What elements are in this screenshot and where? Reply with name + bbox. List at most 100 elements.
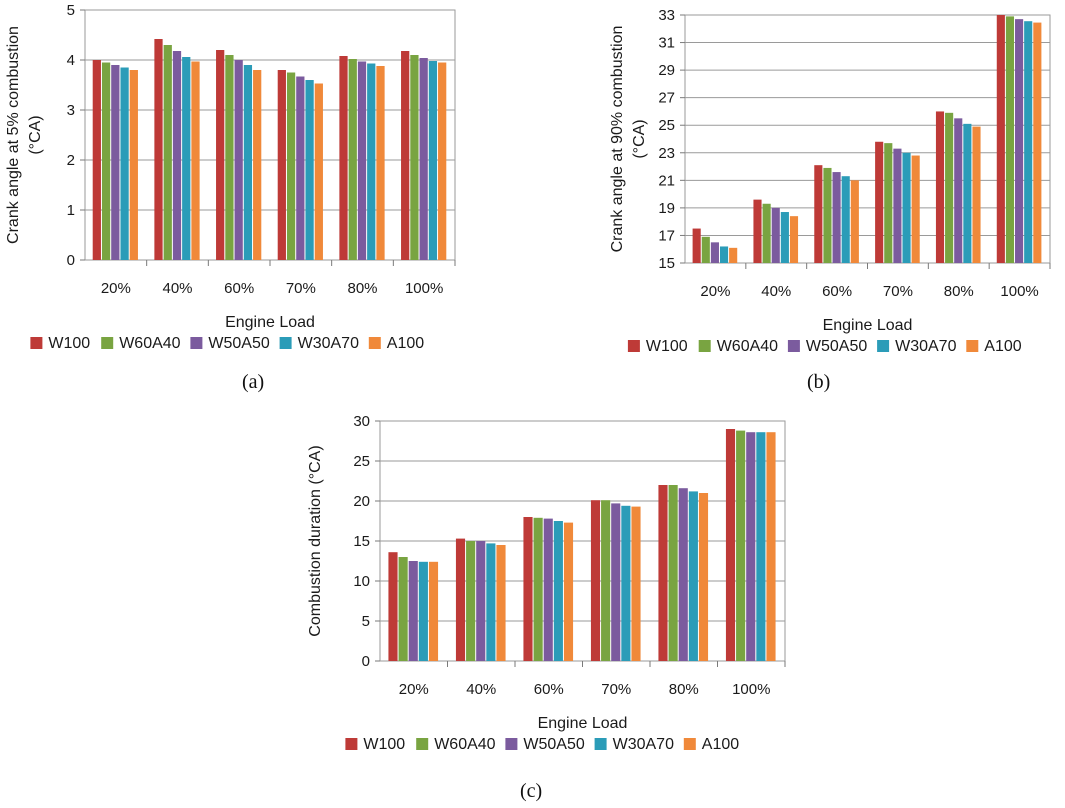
bar-w60a40-70	[884, 143, 893, 263]
bar-w30a70-70	[902, 152, 911, 263]
legend-swatch-w50a50	[787, 340, 800, 352]
x-tick-label: 80%	[669, 681, 699, 698]
y-tick-label: 15	[658, 255, 675, 272]
legend-label-w50a50: W50A50	[523, 736, 584, 753]
bar-w100-40	[753, 199, 762, 263]
bar-w100-60	[814, 165, 823, 263]
x-tick-label: 70%	[601, 681, 631, 698]
legend-swatch-w60a40	[101, 337, 114, 349]
y-tick-label: 25	[658, 117, 675, 134]
bar-a100-80	[698, 493, 709, 661]
bar-w100-20	[692, 228, 701, 263]
legend-label-w30a70: W30A70	[298, 335, 359, 352]
bar-w50a50-20	[111, 65, 120, 260]
bar-w50a50-100	[746, 432, 756, 661]
legend-swatch-w50a50	[505, 738, 518, 750]
bar-a100-40	[496, 545, 506, 661]
x-tick-label: 70%	[883, 283, 913, 300]
x-tick-label: 100%	[732, 681, 770, 698]
legend-label-a100: A100	[387, 335, 424, 352]
x-tick-label: 40%	[162, 280, 192, 297]
legend-label-w60a40: W60A40	[119, 335, 180, 352]
bar-a100-80	[376, 66, 385, 260]
legend-swatch-w100	[627, 340, 640, 352]
bar-w50a50-80	[357, 61, 367, 260]
x-tick-label: 60%	[534, 681, 564, 698]
plot-area	[684, 14, 1051, 264]
bar-w100-20	[92, 60, 101, 260]
legend-label-w100: W100	[363, 736, 405, 753]
y-axis-title: Combustion duration (°CA)	[307, 445, 324, 636]
y-tick-label: 21	[658, 172, 675, 189]
bar-w60a40-80	[668, 485, 678, 661]
bar-w50a50-70	[296, 76, 305, 260]
y-axis-title: Crank angle at 5% combustion	[5, 26, 22, 244]
bar-a100-70	[911, 155, 920, 263]
x-tick-label: 60%	[822, 283, 852, 300]
legend-label-w30a70: W30A70	[613, 736, 674, 753]
bar-w50a50-40	[771, 207, 780, 263]
bar-w30a70-100	[756, 432, 766, 661]
x-tick-label: 20%	[700, 283, 730, 300]
bar-w50a50-20	[710, 242, 719, 263]
bar-w100-70	[875, 141, 884, 263]
y-tick-label: 17	[658, 227, 675, 244]
bar-w50a50-60	[234, 60, 243, 260]
bar-w100-40	[455, 538, 466, 661]
y-axis-title-unit: (°CA)	[27, 115, 44, 154]
bar-w50a50-20	[408, 561, 418, 661]
y-tick-label: 27	[658, 90, 675, 107]
y-tick-label: 25	[353, 453, 370, 470]
y-tick-label: 1	[67, 202, 75, 219]
bar-a100-60	[563, 522, 574, 661]
x-axis-title: Engine Load	[538, 715, 628, 732]
x-tick-label: 80%	[347, 280, 377, 297]
bar-w100-100	[725, 429, 736, 661]
y-tick-label: 20	[353, 493, 370, 510]
bar-a100-40	[789, 216, 799, 263]
bar-a100-100	[438, 62, 447, 260]
chart-b: 15 17 19 21 23 25 27 29 31 33 20% 40% 60% 70% 80% 100% E…	[609, 7, 1051, 355]
bar-w30a70-60	[553, 521, 563, 661]
bar-w60a40-40	[163, 45, 172, 260]
x-tick-label: 20%	[399, 681, 429, 698]
bar-w30a70-70	[621, 505, 631, 661]
legend: W100 W60A40 W50A50 W30A70 A100	[345, 736, 739, 753]
bar-w100-20	[388, 552, 398, 661]
legend-swatch-w60a40	[416, 738, 429, 750]
legend-label-a100: A100	[984, 338, 1021, 355]
x-tick-label: 40%	[761, 283, 791, 300]
legend-label-w60a40: W60A40	[434, 736, 495, 753]
bar-w100-40	[154, 39, 163, 260]
y-tick-label: 5	[362, 613, 370, 630]
bar-w30a70-20	[120, 67, 129, 260]
bar-w50a50-60	[543, 518, 553, 661]
bar-a100-70	[631, 506, 641, 661]
y-tick-label: 31	[658, 35, 675, 52]
legend: W100 W60A40 W50A50 W30A70 A100	[627, 338, 1022, 355]
bar-w60a40-100	[1005, 16, 1015, 263]
y-tick-label: 5	[67, 2, 75, 19]
bar-a100-40	[191, 61, 200, 260]
x-tick-label: 100%	[1000, 283, 1038, 300]
y-tick-label: 30	[353, 413, 370, 430]
bar-w60a40-70	[286, 72, 296, 260]
y-tick-label: 0	[67, 252, 75, 269]
legend-swatch-w50a50	[190, 337, 203, 349]
bar-w30a70-100	[1024, 21, 1033, 264]
bar-w30a70-40	[780, 212, 789, 263]
bar-w100-80	[339, 56, 348, 260]
bar-a100-60	[850, 180, 859, 263]
bar-w100-80	[935, 111, 945, 263]
bar-w100-80	[658, 485, 668, 661]
legend-swatch-w100	[345, 738, 358, 750]
legend-label-w30a70: W30A70	[895, 338, 956, 355]
caption-b: (b)	[807, 371, 831, 393]
y-axis-title: Crank angle at 90% combustion	[609, 26, 626, 253]
x-tick-label: 80%	[944, 283, 974, 300]
bar-w30a70-40	[182, 57, 191, 260]
bar-w50a50-60	[832, 172, 841, 263]
legend-swatch-a100	[966, 340, 979, 352]
legend-label-w60a40: W60A40	[717, 338, 778, 355]
bar-w50a50-100	[419, 58, 428, 260]
